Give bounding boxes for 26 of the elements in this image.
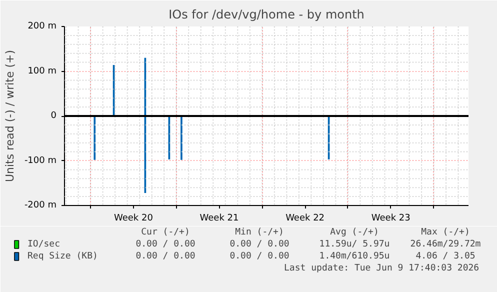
text: 0.00 / 0.00: [230, 252, 290, 262]
y-tick-label: -200 m: [24, 200, 57, 210]
text: 0.00 / 0.00: [136, 240, 196, 250]
text: 4.06 / 3.05: [416, 252, 476, 262]
text: 11.59u/ 5.97u: [319, 240, 390, 250]
x-tick-label: Week 20: [114, 214, 154, 224]
y-tick-label: -100 m: [24, 156, 57, 166]
legend-label: Req Size (KB): [28, 252, 98, 262]
text: 0.00 / 0.00: [230, 240, 290, 250]
legend-label: IO/sec: [28, 240, 60, 250]
text: 0.00 / 0.00: [136, 252, 196, 262]
x-tick-label: Week 22: [286, 214, 325, 224]
x-tick-label: Week 21: [200, 214, 239, 224]
x-tick-label: Week 23: [371, 214, 410, 224]
text: 26.46m/29.72m: [410, 240, 481, 250]
text: Avg (-/+): [330, 228, 379, 238]
y-tick-label: 100 m: [28, 66, 57, 76]
text: 1.40m/610.95u: [319, 252, 390, 262]
y-tick-label: 0: [50, 111, 57, 121]
text: Last update: Tue Jun 9 17:40:03 2026: [284, 264, 480, 274]
text: Max (-/+): [421, 228, 470, 238]
y-axis-title: Units read (-) / write (+): [3, 50, 16, 182]
chart-title: IOs for /dev/vg/home - by month: [168, 8, 364, 22]
text: Cur (-/+): [141, 228, 190, 238]
text: Min (-/+): [235, 228, 284, 238]
y-tick-label: 200 m: [28, 22, 57, 32]
